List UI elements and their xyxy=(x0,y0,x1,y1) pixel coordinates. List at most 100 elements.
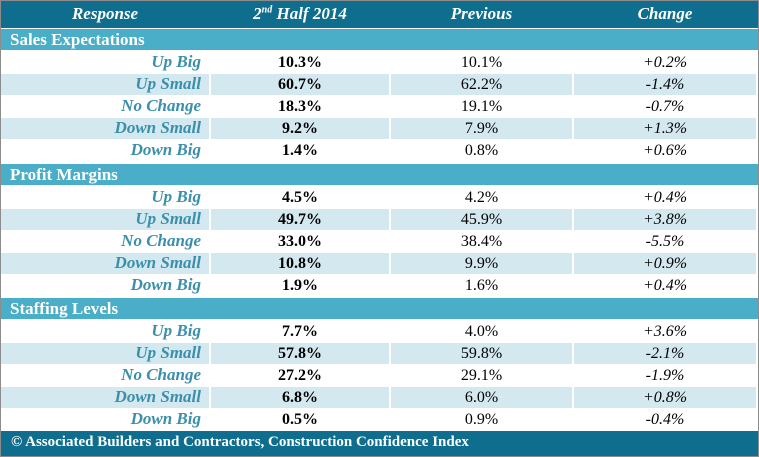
previous-value-cell: 59.8% xyxy=(391,343,572,364)
previous-value: 0.9% xyxy=(464,411,499,428)
previous-value: 6.0% xyxy=(464,389,499,406)
change-value-cell: -0.7% xyxy=(574,96,756,117)
previous-value-cell: 0.9% xyxy=(391,409,572,430)
row-label: Down Big xyxy=(130,275,201,294)
previous-value: 0.8% xyxy=(464,142,499,159)
header-change: Change xyxy=(637,4,693,23)
row-label-cell: Down Big xyxy=(1,275,209,296)
previous-value-cell: 38.4% xyxy=(391,231,572,252)
section-title: Profit Margins xyxy=(10,165,118,184)
change-value-cell: +0.2% xyxy=(574,52,756,73)
current-value-cell: 10.8% xyxy=(211,253,389,274)
row-label: Down Small xyxy=(114,118,201,137)
change-value: +0.8% xyxy=(642,389,688,406)
row-label-cell: No Change xyxy=(1,231,209,252)
current-value: 60.7% xyxy=(278,76,322,93)
row-label: Down Small xyxy=(114,387,201,406)
current-value-cell: 33.0% xyxy=(211,231,389,252)
table-row: Up Big 10.3% 10.1% +0.2% xyxy=(1,52,758,74)
current-value: 1.4% xyxy=(282,142,318,159)
row-label-cell: Down Small xyxy=(1,118,209,139)
row-label: Down Big xyxy=(130,409,201,428)
change-value: -1.9% xyxy=(645,367,685,384)
row-label: Up Small xyxy=(135,343,201,362)
table-row: No Change 27.2% 29.1% -1.9% xyxy=(1,365,758,387)
change-value-cell: +0.6% xyxy=(574,140,756,161)
current-value-cell: 49.7% xyxy=(211,209,389,230)
previous-value-cell: 19.1% xyxy=(391,96,572,117)
section-title: Sales Expectations xyxy=(10,30,145,49)
previous-value: 59.8% xyxy=(460,345,503,362)
row-label-cell: Up Big xyxy=(1,321,209,342)
previous-value-cell: 10.1% xyxy=(391,52,572,73)
current-value-cell: 4.5% xyxy=(211,187,389,208)
current-value: 18.3% xyxy=(278,98,322,115)
current-value-cell: 9.2% xyxy=(211,118,389,139)
row-label-cell: Down Big xyxy=(1,140,209,161)
previous-value-cell: 9.9% xyxy=(391,253,572,274)
section-header: Sales Expectations xyxy=(1,29,758,50)
section-title: Staffing Levels xyxy=(10,299,119,318)
table-row: Down Small 6.8% 6.0% +0.8% xyxy=(1,387,758,409)
change-value-cell: +1.3% xyxy=(574,118,756,139)
table-row: Down Small 9.2% 7.9% +1.3% xyxy=(1,118,758,140)
change-value-cell: +0.4% xyxy=(574,275,756,296)
row-label: Down Big xyxy=(130,140,201,159)
row-label: No Change xyxy=(121,365,201,384)
source-footer: © Associated Builders and Contractors, C… xyxy=(1,431,758,456)
change-value: +3.8% xyxy=(642,211,688,228)
current-value: 10.3% xyxy=(278,54,322,71)
previous-value: 4.0% xyxy=(464,323,499,340)
row-label: No Change xyxy=(121,231,201,250)
current-value: 10.8% xyxy=(278,255,322,272)
change-value: +0.2% xyxy=(642,54,688,71)
header-previous: Previous xyxy=(450,4,513,23)
previous-value-cell: 45.9% xyxy=(391,209,572,230)
change-value-cell: -1.9% xyxy=(574,365,756,386)
row-label-cell: Up Small xyxy=(1,74,209,95)
table-row: Up Big 7.7% 4.0% +3.6% xyxy=(1,321,758,343)
previous-value-cell: 4.2% xyxy=(391,187,572,208)
table-row: Down Small 10.8% 9.9% +0.9% xyxy=(1,253,758,275)
change-value-cell: +3.6% xyxy=(574,321,756,342)
current-value-cell: 18.3% xyxy=(211,96,389,117)
change-value-cell: +0.4% xyxy=(574,187,756,208)
current-value-cell: 1.9% xyxy=(211,275,389,296)
row-label-cell: No Change xyxy=(1,365,209,386)
change-value-cell: -0.4% xyxy=(574,409,756,430)
row-label: Up Big xyxy=(151,52,201,71)
previous-value: 38.4% xyxy=(460,233,503,250)
change-value-cell: +3.8% xyxy=(574,209,756,230)
row-label-cell: Down Big xyxy=(1,409,209,430)
table-row: No Change 18.3% 19.1% -0.7% xyxy=(1,96,758,118)
current-value-cell: 57.8% xyxy=(211,343,389,364)
row-label-cell: Up Small xyxy=(1,343,209,364)
previous-value: 45.9% xyxy=(460,211,503,228)
previous-value: 62.2% xyxy=(460,76,503,93)
previous-value-cell: 0.8% xyxy=(391,140,572,161)
previous-value: 10.1% xyxy=(460,54,503,71)
change-value: +1.3% xyxy=(642,120,688,137)
previous-value-cell: 4.0% xyxy=(391,321,572,342)
row-label-cell: Up Big xyxy=(1,52,209,73)
section-header: Staffing Levels xyxy=(1,298,758,319)
previous-value: 7.9% xyxy=(464,120,499,137)
current-value: 57.8% xyxy=(278,345,322,362)
row-label: Down Small xyxy=(114,253,201,272)
current-value: 33.0% xyxy=(278,233,322,250)
previous-value: 19.1% xyxy=(460,98,503,115)
change-value: +3.6% xyxy=(642,323,688,340)
row-label-cell: Down Small xyxy=(1,387,209,408)
table-row: No Change 33.0% 38.4% -5.5% xyxy=(1,231,758,253)
change-value: +0.9% xyxy=(642,255,688,272)
change-value: +0.6% xyxy=(642,142,688,159)
row-label-cell: Down Small xyxy=(1,253,209,274)
current-value-cell: 7.7% xyxy=(211,321,389,342)
table-row: Down Big 0.5% 0.9% -0.4% xyxy=(1,409,758,431)
table-row: Down Big 1.9% 1.6% +0.4% xyxy=(1,275,758,297)
change-value: +0.4% xyxy=(642,277,688,294)
change-value-cell: -5.5% xyxy=(574,231,756,252)
current-value-cell: 1.4% xyxy=(211,140,389,161)
current-value: 7.7% xyxy=(282,323,318,340)
